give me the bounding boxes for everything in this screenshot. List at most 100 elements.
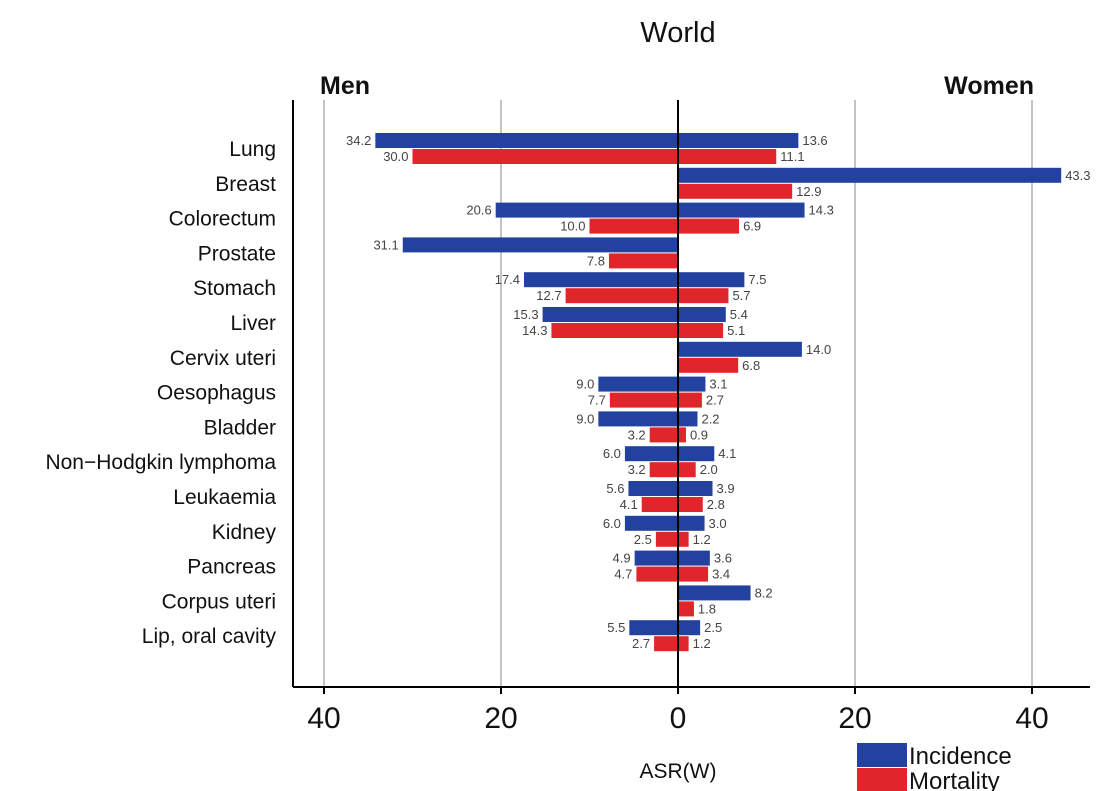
data-label: 5.6: [606, 481, 624, 496]
category-label: Prostate: [198, 242, 276, 265]
data-label: 2.0: [700, 462, 718, 477]
data-label: 2.5: [634, 532, 652, 547]
bar-mortality-men: [551, 323, 678, 338]
data-label: 14.3: [809, 203, 834, 218]
category-label: Pancreas: [187, 556, 276, 579]
data-label: 15.3: [513, 307, 538, 322]
data-labels: 34.2 13.6 30.0 11.1 43.3 12.9 20.6 14.3 10.0 6.9 3…: [346, 133, 1090, 651]
category-label: Liver: [230, 312, 276, 335]
category-label: Kidney: [212, 521, 277, 544]
bar-mortality-women: [678, 218, 740, 234]
data-label: 4.9: [613, 551, 631, 566]
data-label: 6.0: [603, 446, 621, 461]
legend-swatch-mortality: [857, 768, 907, 791]
data-label: 11.1: [780, 149, 804, 164]
bar-mortality-men: [649, 462, 678, 478]
data-label: 3.2: [628, 427, 646, 442]
bar-incidence-women: [678, 585, 751, 601]
data-label: 3.2: [628, 462, 646, 477]
bar-incidence-women: [678, 620, 701, 636]
category-label: Stomach: [193, 277, 276, 300]
data-label: 2.5: [704, 620, 722, 635]
bar-mortality-women: [678, 427, 686, 443]
data-label: 8.2: [755, 585, 773, 600]
bar-mortality-women: [678, 357, 739, 373]
data-label: 1.8: [698, 601, 716, 616]
women-label: Women: [944, 72, 1034, 100]
bar-mortality-women: [678, 531, 689, 547]
data-label: 3.4: [712, 567, 730, 582]
bar-mortality-women: [678, 183, 793, 199]
bar-mortality-men: [649, 427, 678, 443]
bar-incidence-men: [634, 550, 678, 566]
bar-incidence-women: [678, 202, 805, 218]
gridlines: [323, 100, 1033, 687]
bar-mortality-men: [636, 566, 678, 582]
data-label: 4.1: [718, 446, 736, 461]
data-label: 10.0: [560, 219, 585, 234]
data-label: 20.6: [466, 203, 491, 218]
bar-incidence-women: [678, 550, 710, 566]
bar-incidence-men: [598, 376, 678, 392]
bar-incidence-women: [678, 376, 706, 392]
bar-mortality-men: [589, 218, 678, 234]
legend-label: Incidence: [909, 743, 1012, 770]
bar-incidence-men: [402, 237, 678, 253]
data-label: 1.2: [693, 636, 711, 651]
men-label: Men: [320, 72, 370, 100]
bar-incidence-men: [375, 133, 678, 148]
category-label: Oesophagus: [157, 382, 276, 405]
bar-incidence-women: [678, 341, 802, 357]
category-label: Lung: [229, 138, 276, 161]
data-label: 6.9: [743, 219, 761, 234]
axes: [292, 100, 1090, 688]
category-label: Corpus uteri: [162, 590, 276, 613]
data-label: 2.7: [632, 636, 650, 651]
bar-incidence-men: [628, 481, 678, 496]
data-label: 14.0: [806, 342, 831, 357]
data-label: 5.1: [727, 323, 745, 338]
data-label: 7.8: [587, 253, 605, 268]
data-label: 3.6: [714, 551, 732, 566]
legend-swatch-incidence: [857, 743, 907, 767]
tick-label: 40: [1015, 702, 1048, 735]
data-label: 3.1: [709, 377, 727, 392]
data-label: 6.8: [742, 358, 760, 373]
bar-incidence-men: [495, 202, 678, 218]
bar-mortality-women: [678, 462, 696, 478]
bar-incidence-women: [678, 446, 715, 462]
bar-mortality-women: [678, 601, 694, 617]
category-label: Breast: [215, 173, 276, 196]
bar-incidence-women: [678, 307, 726, 322]
bar-mortality-women: [678, 497, 703, 512]
bar-mortality-men: [565, 288, 678, 304]
chart-title: World: [640, 17, 715, 49]
bar-incidence-women: [678, 411, 698, 427]
bar-mortality-men: [608, 253, 678, 269]
data-label: 13.6: [802, 133, 827, 148]
bar-incidence-women: [678, 272, 745, 288]
category-label: Bladder: [204, 416, 276, 439]
category-label: Lip, oral cavity: [142, 625, 277, 648]
tick-label: 20: [838, 702, 871, 735]
data-label: 2.8: [707, 497, 725, 512]
data-label: 4.1: [620, 497, 638, 512]
data-label: 31.1: [373, 237, 398, 252]
category-label: Non−Hodgkin lymphoma: [45, 451, 276, 474]
category-label: Colorectum: [169, 208, 276, 231]
data-label: 6.0: [603, 516, 621, 531]
bar-mortality-men: [654, 636, 678, 652]
bar-incidence-men: [624, 515, 678, 531]
tick-labels: 40 20 0 20 40: [307, 687, 1049, 735]
bar-mortality-men: [412, 149, 678, 164]
bar-incidence-women: [678, 133, 799, 148]
bar-mortality-men: [609, 392, 678, 408]
data-label: 12.9: [796, 184, 821, 199]
bar-incidence-men: [524, 272, 678, 288]
data-label: 7.7: [588, 393, 606, 408]
bars: [375, 133, 1062, 652]
data-label: 2.2: [701, 411, 719, 426]
data-label: 2.7: [706, 393, 724, 408]
